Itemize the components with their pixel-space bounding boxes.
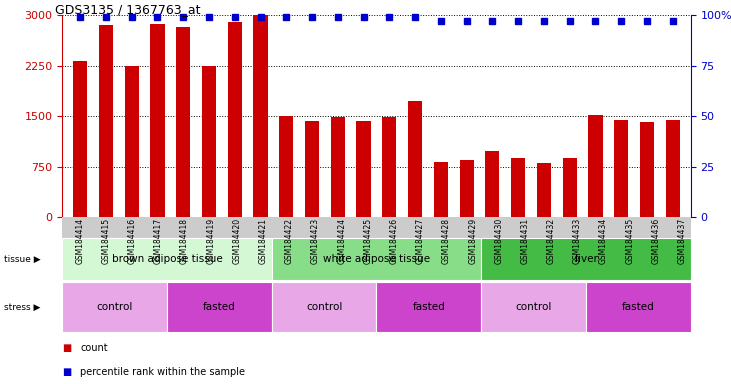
Text: percentile rank within the sample: percentile rank within the sample [80,367,246,377]
Bar [357,121,371,217]
Bar [485,151,499,217]
Text: GSM184425: GSM184425 [363,218,372,264]
Text: stress ▶: stress ▶ [4,303,40,312]
Text: GSM184437: GSM184437 [678,218,686,264]
Text: GSM184426: GSM184426 [390,218,398,264]
Text: GSM184421: GSM184421 [259,218,268,264]
Text: fasted: fasted [412,302,445,312]
Text: GSM184431: GSM184431 [520,218,529,264]
Bar [99,25,113,217]
Text: GSM184419: GSM184419 [206,218,215,264]
Bar [202,66,216,217]
Text: fasted: fasted [622,302,655,312]
Text: GSM184423: GSM184423 [311,218,320,264]
Text: GSM184416: GSM184416 [128,218,137,264]
Bar [73,61,87,217]
Bar [433,162,448,217]
Text: GSM184417: GSM184417 [154,218,163,264]
Text: GSM184433: GSM184433 [573,218,582,264]
Text: count: count [80,343,108,353]
Bar [254,15,268,217]
Bar [382,117,396,217]
Text: GSM184432: GSM184432 [547,218,556,264]
Text: GSM184415: GSM184415 [102,218,110,264]
Text: GSM184434: GSM184434 [599,218,608,264]
Bar [151,24,164,217]
Text: GSM184418: GSM184418 [180,218,189,264]
Text: white adipose tissue: white adipose tissue [323,254,430,264]
Text: GSM184435: GSM184435 [625,218,635,264]
Bar [227,22,242,217]
Text: GSM184427: GSM184427 [416,218,425,264]
Bar [330,117,345,217]
Text: GSM184422: GSM184422 [285,218,294,264]
Text: GSM184424: GSM184424 [337,218,346,264]
Text: fasted: fasted [203,302,235,312]
Text: tissue ▶: tissue ▶ [4,255,40,264]
Bar [588,116,602,217]
Bar [614,119,629,217]
Text: ■: ■ [62,367,72,377]
Bar [640,122,654,217]
Bar [279,116,293,217]
Bar [511,159,526,217]
Text: GSM184429: GSM184429 [468,218,477,264]
Bar [666,119,680,217]
Text: control: control [515,302,552,312]
Text: GSM184436: GSM184436 [651,218,661,264]
Bar [124,66,139,217]
Bar [176,27,190,217]
Text: brown adipose tissue: brown adipose tissue [112,254,222,264]
Text: control: control [96,302,133,312]
Text: control: control [306,302,342,312]
Text: GDS3135 / 1367763_at: GDS3135 / 1367763_at [55,3,200,16]
Text: liver: liver [575,254,597,264]
Text: GSM184428: GSM184428 [442,218,451,264]
Bar [537,163,551,217]
Text: GSM184414: GSM184414 [75,218,84,264]
Bar [460,160,474,217]
Bar [408,101,423,217]
Text: GSM184430: GSM184430 [494,218,504,264]
Bar [563,159,577,217]
Text: GSM184420: GSM184420 [232,218,241,264]
Bar [305,121,319,217]
Text: ■: ■ [62,343,72,353]
